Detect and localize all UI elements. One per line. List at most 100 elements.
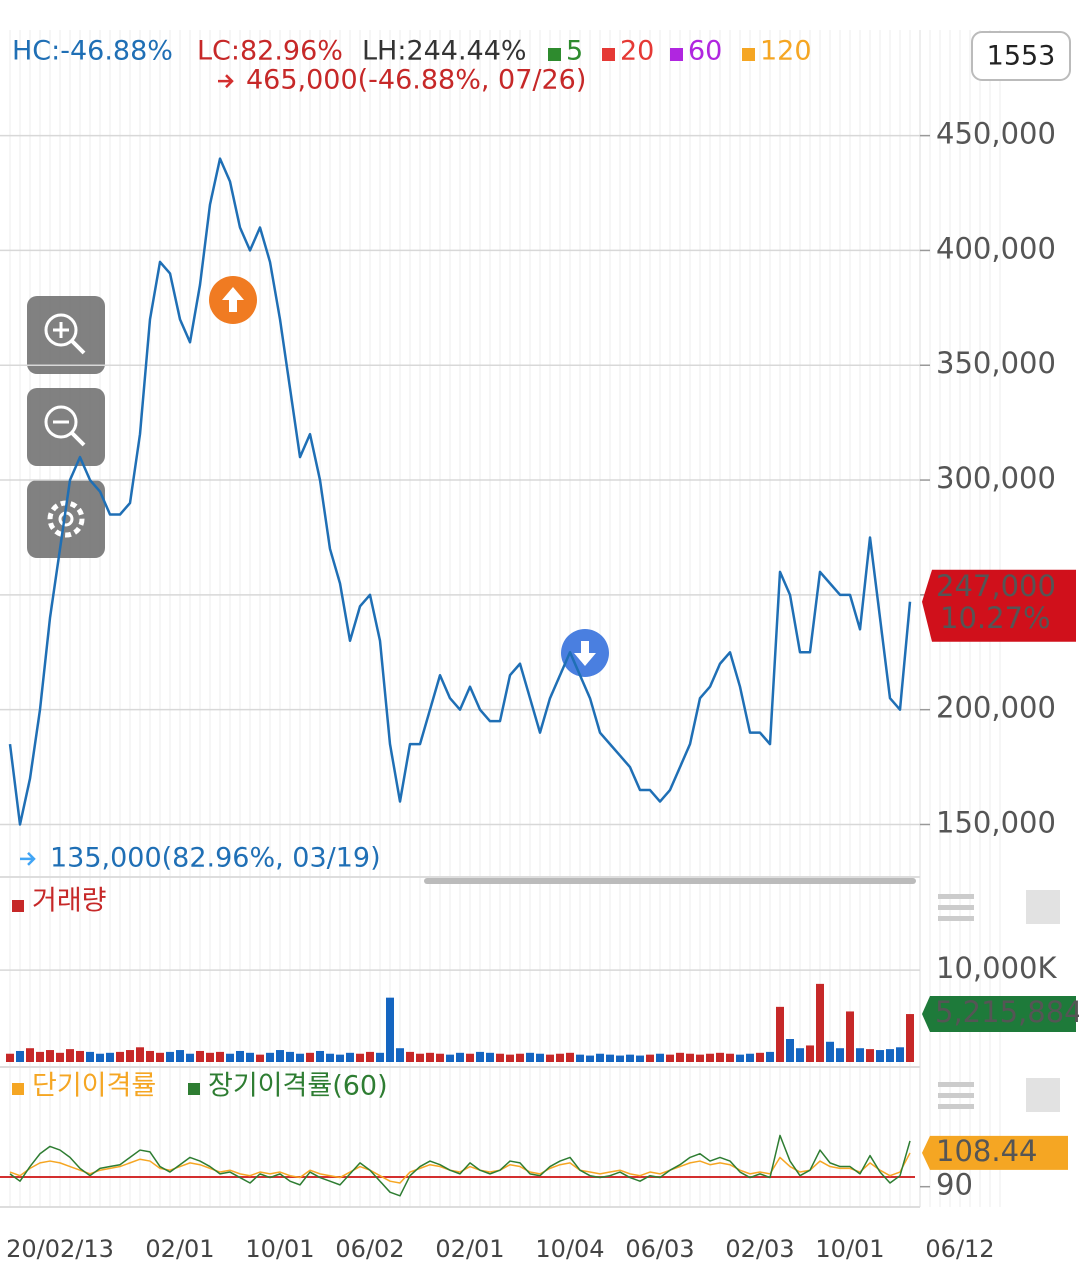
menu-bar[interactable] (938, 905, 974, 910)
volume-bar (216, 1051, 224, 1062)
volume-bar (706, 1053, 714, 1062)
volume-bar (196, 1050, 204, 1062)
close-icon[interactable] (1026, 890, 1060, 924)
x-tick-label: 02/01 (435, 1235, 504, 1263)
volume-bar (576, 1054, 584, 1062)
volume-title: 거래량 (32, 886, 107, 917)
volume-bar (546, 1054, 554, 1062)
menu-bar[interactable] (938, 916, 974, 921)
count-button-label[interactable]: 1553 (987, 41, 1056, 72)
volume-bar (846, 1011, 854, 1062)
menu-bar[interactable] (938, 1082, 974, 1087)
current-disparity: 108.44 (936, 1134, 1037, 1168)
volume-bar (676, 1052, 684, 1062)
volume-bar (246, 1052, 254, 1062)
volume-bar (276, 1050, 284, 1062)
title-swatch (12, 900, 24, 912)
legend-swatch (548, 48, 561, 61)
volume-bar (386, 997, 394, 1062)
volume-bar (816, 983, 824, 1062)
volume-bar (856, 1048, 864, 1062)
y-tick-label: 300,000 (936, 461, 1056, 495)
volume-bar (256, 1054, 264, 1062)
volume-bar (326, 1053, 334, 1062)
volume-bar (596, 1053, 604, 1062)
high-label: 465,000(-46.88%, 07/26) (246, 65, 586, 96)
zoom-out-icon[interactable] (70, 431, 86, 447)
volume-bar (176, 1050, 184, 1062)
y-tick-label: 10,000K (936, 951, 1057, 985)
zoom-in-icon[interactable] (44, 313, 78, 347)
count-button[interactable] (971, 31, 1071, 81)
y-tick-label: 150,000 (936, 805, 1056, 839)
zoom-out-bg[interactable] (27, 388, 105, 466)
lh-label: LH:244.44% (362, 36, 527, 67)
x-tick-label: 06/12 (925, 1235, 994, 1263)
x-tick-label: 06/03 (625, 1235, 694, 1263)
volume-bar (746, 1053, 754, 1062)
volume-bar (636, 1055, 644, 1062)
legend-label: 120 (760, 36, 812, 67)
menu-bar[interactable] (938, 1104, 974, 1109)
volume-bar (6, 1053, 14, 1062)
volume-bar (456, 1052, 464, 1062)
x-tick-label: 20/02/13 (6, 1235, 114, 1263)
current-volume-box (922, 996, 1076, 1033)
volume-bar (166, 1051, 174, 1062)
zoom-in-bg[interactable] (27, 296, 105, 374)
volume-bar (566, 1052, 574, 1062)
volume-bar (756, 1052, 764, 1062)
volume-bar (106, 1052, 114, 1062)
legend-swatch (670, 48, 683, 61)
legend-label: 60 (688, 36, 722, 67)
buy-signal (209, 276, 257, 324)
current-disparity-box (922, 1135, 1068, 1170)
y-tick-label: 350,000 (936, 346, 1056, 380)
zoom-in-button[interactable] (27, 296, 105, 374)
volume-bar (866, 1049, 874, 1062)
volume-bar (96, 1053, 104, 1062)
legend-swatch (12, 1083, 24, 1095)
menu-bar[interactable] (938, 894, 974, 899)
close-icon[interactable] (1026, 1078, 1060, 1112)
volume-bar (656, 1053, 664, 1062)
volume-bar (776, 1006, 784, 1062)
current-price: 247,000 (936, 569, 1056, 603)
volume-bar (766, 1051, 774, 1062)
menu-bar[interactable] (938, 1093, 974, 1098)
volume-bar (666, 1054, 674, 1062)
volume-bar (896, 1047, 904, 1062)
volume-bar (286, 1051, 294, 1062)
zoom-in-icon[interactable] (70, 339, 86, 355)
volume-bar (156, 1052, 164, 1062)
volume-bar (26, 1048, 34, 1062)
volume-bar (606, 1054, 614, 1062)
volume-bar (586, 1055, 594, 1062)
volume-bar (826, 1041, 834, 1062)
sell-signal-arrow (574, 641, 596, 666)
volume-bar (206, 1052, 214, 1062)
settings-bg[interactable] (27, 480, 105, 558)
volume-bar (86, 1051, 94, 1062)
zoom-out-button[interactable] (27, 388, 105, 466)
volume-bar (436, 1053, 444, 1062)
sell-signal (561, 629, 609, 677)
menu-icon[interactable] (938, 1082, 974, 1109)
volume-bar (796, 1048, 804, 1062)
volume-bar (36, 1051, 44, 1062)
volume-bar (486, 1052, 494, 1062)
x-tick-label: 10/01 (815, 1235, 884, 1263)
volume-bar (366, 1051, 374, 1062)
zoom-out-icon[interactable] (44, 405, 78, 439)
legend-swatch (188, 1083, 200, 1095)
volume-bar (146, 1050, 154, 1062)
menu-icon[interactable] (938, 894, 974, 921)
volume-bar (906, 1014, 914, 1062)
volume-bar (506, 1054, 514, 1062)
volume-bar (696, 1054, 704, 1062)
legend-label: 20 (620, 36, 654, 67)
settings-button[interactable] (27, 480, 105, 558)
y-tick-label: 90 (936, 1168, 973, 1202)
resize-handle[interactable] (424, 878, 916, 884)
